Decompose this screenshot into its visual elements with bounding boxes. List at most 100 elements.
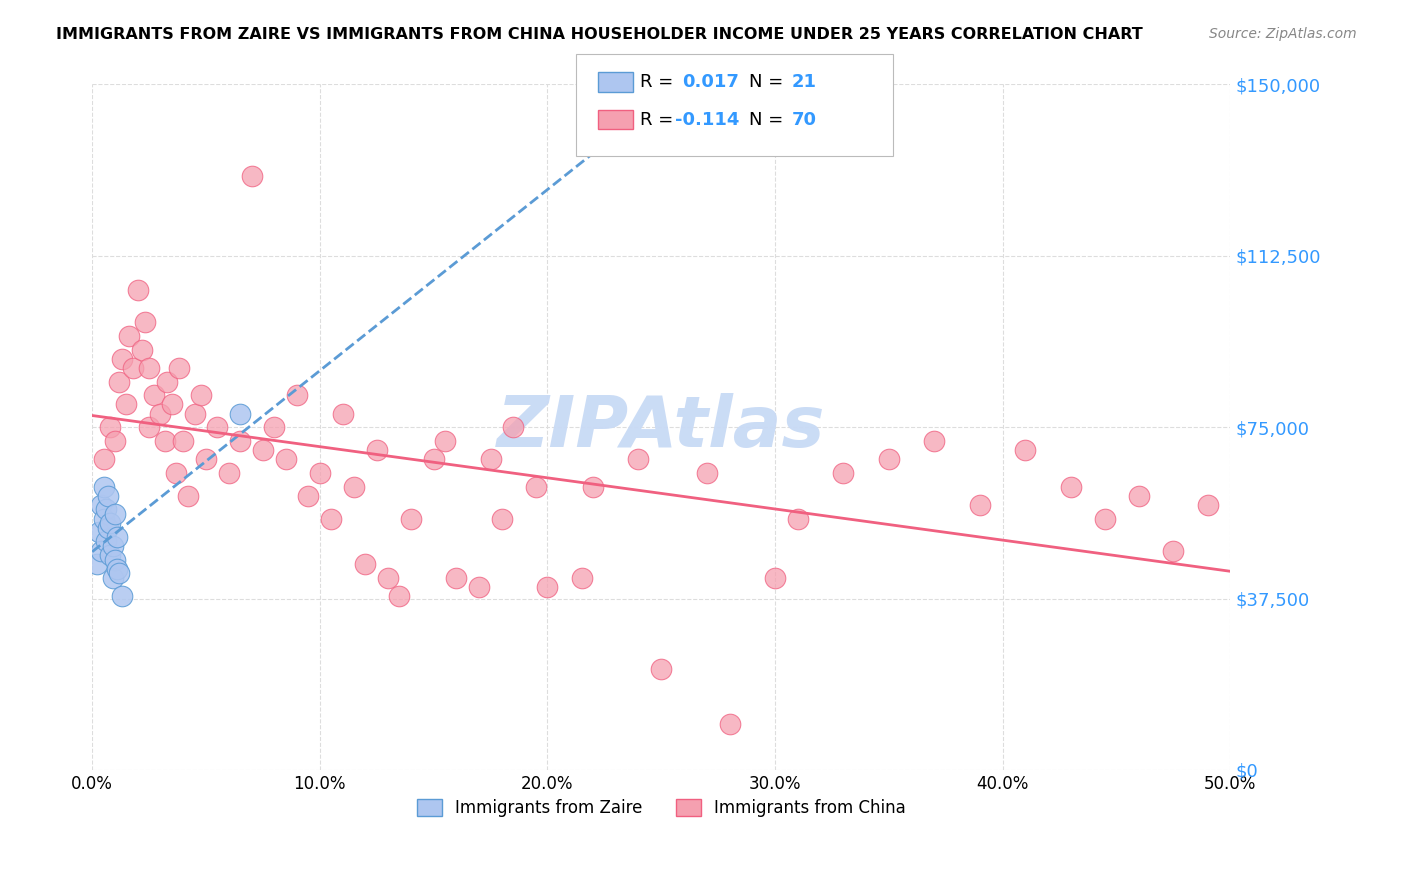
Point: [582, 480, 605, 494]
Point: [183, 407, 205, 421]
Text: Source: ZipAtlas.com: Source: ZipAtlas.com: [1209, 27, 1357, 41]
Point: [332, 407, 354, 421]
Point: [177, 489, 200, 503]
Point: [399, 511, 422, 525]
Point: [111, 351, 134, 366]
Point: [434, 434, 457, 448]
Point: [108, 566, 131, 581]
Point: [627, 452, 650, 467]
Point: [104, 434, 127, 448]
Point: [100, 548, 122, 562]
Point: [321, 511, 343, 525]
Point: [156, 375, 179, 389]
Point: [97, 521, 120, 535]
Point: [388, 590, 411, 604]
Point: [93, 511, 115, 525]
Point: [142, 388, 165, 402]
Point: [285, 388, 308, 402]
Point: [111, 590, 134, 604]
Point: [104, 507, 127, 521]
Text: R =: R =: [640, 73, 673, 91]
Point: [122, 360, 145, 375]
Text: IMMIGRANTS FROM ZAIRE VS IMMIGRANTS FROM CHINA HOUSEHOLDER INCOME UNDER 25 YEARS: IMMIGRANTS FROM ZAIRE VS IMMIGRANTS FROM…: [56, 27, 1143, 42]
Point: [134, 315, 156, 329]
Text: 21: 21: [792, 73, 817, 91]
Point: [149, 407, 172, 421]
Point: [167, 360, 190, 375]
Point: [446, 571, 468, 585]
Text: R =: R =: [640, 111, 673, 128]
Point: [343, 480, 366, 494]
Point: [229, 434, 252, 448]
Point: [468, 580, 491, 594]
Point: [172, 434, 194, 448]
Point: [138, 420, 160, 434]
Point: [97, 489, 120, 503]
Point: [93, 480, 115, 494]
Point: [696, 466, 718, 480]
Point: [100, 420, 122, 434]
Point: [1060, 480, 1083, 494]
Point: [502, 420, 524, 434]
Point: [101, 571, 124, 585]
Point: [87, 525, 110, 540]
Point: [1128, 489, 1150, 503]
Point: [877, 452, 900, 467]
Point: [195, 452, 218, 467]
Point: [131, 343, 153, 357]
Point: [153, 434, 176, 448]
Point: [240, 169, 263, 183]
Point: [207, 420, 229, 434]
Point: [650, 663, 672, 677]
Point: [100, 516, 122, 531]
Point: [308, 466, 330, 480]
Point: [115, 397, 138, 411]
Point: [571, 571, 593, 585]
Point: [160, 397, 183, 411]
Point: [479, 452, 502, 467]
Point: [366, 443, 388, 458]
Point: [93, 452, 115, 467]
Point: [252, 443, 274, 458]
Point: [763, 571, 786, 585]
Point: [90, 498, 112, 512]
Point: [90, 543, 112, 558]
Point: [274, 452, 297, 467]
Point: [101, 539, 124, 553]
Point: [263, 420, 285, 434]
Point: [229, 407, 252, 421]
Text: -0.114: -0.114: [675, 111, 740, 128]
Point: [297, 489, 319, 503]
Point: [536, 580, 558, 594]
Point: [1197, 498, 1219, 512]
Point: [1163, 543, 1185, 558]
Point: [524, 480, 547, 494]
Legend: Immigrants from Zaire, Immigrants from China: Immigrants from Zaire, Immigrants from C…: [411, 792, 912, 823]
Point: [422, 452, 444, 467]
Point: [354, 558, 377, 572]
Point: [377, 571, 399, 585]
Point: [1094, 511, 1116, 525]
Point: [924, 434, 946, 448]
Text: 0.017: 0.017: [682, 73, 738, 91]
Point: [104, 553, 127, 567]
Point: [105, 562, 128, 576]
Point: [969, 498, 991, 512]
Point: [491, 511, 513, 525]
Point: [718, 717, 741, 731]
Point: [786, 511, 808, 525]
Point: [165, 466, 187, 480]
Point: [94, 534, 117, 549]
Point: [832, 466, 855, 480]
Point: [117, 328, 139, 343]
Point: [94, 502, 117, 516]
Text: N =: N =: [749, 73, 783, 91]
Point: [108, 375, 131, 389]
Point: [86, 558, 108, 572]
Point: [218, 466, 240, 480]
Text: 70: 70: [792, 111, 817, 128]
Point: [127, 283, 149, 297]
Point: [190, 388, 212, 402]
Text: ZIPAtlas: ZIPAtlas: [496, 392, 825, 462]
Point: [1014, 443, 1036, 458]
